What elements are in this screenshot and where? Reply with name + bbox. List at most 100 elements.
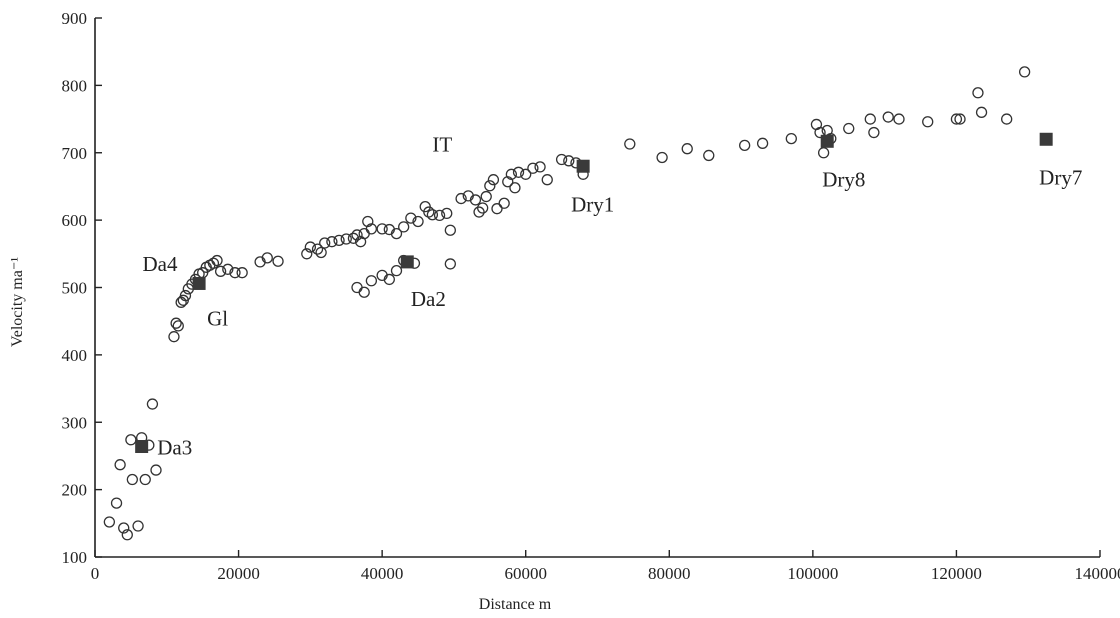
data-point xyxy=(498,197,510,209)
data-point xyxy=(954,113,966,125)
data-point xyxy=(473,206,485,218)
y-tick-label: 400 xyxy=(62,346,88,365)
annotation-label: IT xyxy=(432,133,452,157)
data-point xyxy=(103,516,116,528)
data-point xyxy=(304,241,317,253)
data-point xyxy=(1018,66,1031,78)
annotation-label: Dry1 xyxy=(571,193,614,217)
station-marker xyxy=(1039,132,1053,146)
data-point xyxy=(358,227,370,240)
data-point xyxy=(114,459,126,471)
data-point xyxy=(311,243,324,255)
data-point xyxy=(703,149,715,162)
x-tick-label: 80000 xyxy=(648,564,691,583)
data-point xyxy=(864,113,876,125)
data-point xyxy=(455,192,467,205)
data-point xyxy=(207,257,220,269)
data-point xyxy=(376,223,388,235)
data-point xyxy=(405,212,417,224)
y-tick-label: 200 xyxy=(62,481,88,500)
data-point xyxy=(214,265,227,277)
data-point xyxy=(739,139,751,151)
data-point xyxy=(785,132,797,145)
data-point xyxy=(351,281,363,294)
data-point xyxy=(383,273,395,286)
data-point xyxy=(426,209,439,221)
annotations: Da3 Da4 Gl Da2 IT Dry1 Dry8 Dry7 xyxy=(143,133,1083,460)
data-point xyxy=(484,180,496,192)
data-point xyxy=(139,473,151,486)
y-tick-label: 300 xyxy=(62,413,88,432)
data-point xyxy=(505,168,518,180)
data-point xyxy=(843,122,855,135)
data-point xyxy=(365,223,378,235)
data-point xyxy=(756,137,769,149)
data-points xyxy=(103,66,1031,541)
data-point xyxy=(541,174,553,186)
ticks: 0 20000 40000 60000 80000 100000 120000 140000 1… xyxy=(62,9,1120,583)
data-point xyxy=(480,190,492,203)
data-point xyxy=(125,434,137,446)
data-point xyxy=(972,87,984,99)
annotation-label: Da2 xyxy=(411,287,446,311)
data-point xyxy=(390,227,403,240)
data-point xyxy=(975,106,988,118)
data-point xyxy=(170,317,182,329)
data-point xyxy=(502,176,514,188)
data-point xyxy=(491,203,503,215)
data-point xyxy=(534,161,546,173)
x-tick-label: 0 xyxy=(91,564,100,583)
data-point xyxy=(211,254,223,267)
y-tick-label: 700 xyxy=(62,144,88,163)
data-point xyxy=(118,522,130,534)
x-tick-label: 20000 xyxy=(217,564,260,583)
data-point xyxy=(817,147,830,159)
data-point xyxy=(172,320,184,332)
x-tick-label: 60000 xyxy=(504,564,547,583)
data-point xyxy=(347,232,360,244)
axes xyxy=(94,18,1100,558)
data-point xyxy=(412,215,424,228)
data-point xyxy=(132,520,144,532)
data-point xyxy=(681,143,693,155)
x-tick-label: 120000 xyxy=(931,564,982,583)
data-point xyxy=(520,168,532,180)
annotation-label: Da4 xyxy=(143,252,178,276)
data-point xyxy=(319,237,331,249)
data-point xyxy=(326,236,338,248)
data-point xyxy=(398,221,410,233)
data-point xyxy=(950,113,963,125)
station-marker xyxy=(820,134,834,148)
x-tick-label: 140000 xyxy=(1075,564,1120,583)
data-point xyxy=(882,111,894,123)
data-point xyxy=(433,209,446,222)
data-point xyxy=(126,473,138,486)
data-point xyxy=(121,529,133,541)
annotation-label: Gl xyxy=(207,307,228,331)
data-point xyxy=(509,182,521,194)
data-point xyxy=(333,234,345,246)
data-point xyxy=(563,155,575,167)
annotation-label: Dry7 xyxy=(1039,166,1082,190)
station-markers xyxy=(135,132,1053,454)
data-point xyxy=(1001,113,1013,125)
data-point xyxy=(555,153,568,166)
data-point xyxy=(222,263,234,275)
data-point xyxy=(512,166,525,178)
data-point xyxy=(922,116,934,128)
data-point xyxy=(146,398,159,410)
data-point xyxy=(868,126,880,139)
data-point xyxy=(469,194,482,206)
station-marker xyxy=(192,276,206,290)
data-point xyxy=(365,275,378,287)
data-point xyxy=(624,138,636,150)
station-marker xyxy=(400,255,414,269)
x-tick-label: 40000 xyxy=(361,564,404,583)
y-tick-label: 900 xyxy=(62,9,88,28)
data-point xyxy=(236,267,248,279)
data-point xyxy=(340,233,352,245)
y-tick-label: 600 xyxy=(62,211,88,230)
data-point xyxy=(476,202,489,214)
y-axis-label: Velocity ma⁻¹ xyxy=(9,257,26,347)
